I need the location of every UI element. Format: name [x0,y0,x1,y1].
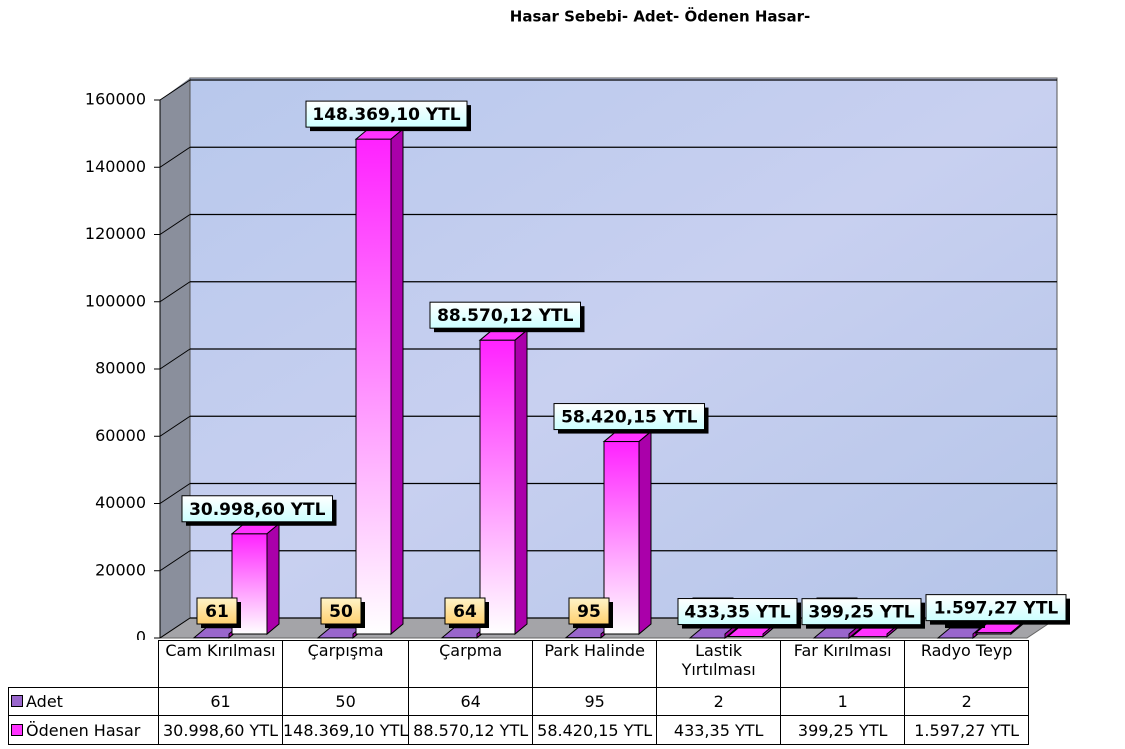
category-label: Çarpışma [281,640,410,688]
category-label: Lastik Yırtılması [656,640,782,688]
table-cell: 2 [656,687,782,716]
grid-line-side [159,415,191,437]
data-label: 61 [205,602,229,622]
y-tick-label: 100000 [85,291,146,310]
data-label: 433,35 YTL [684,603,790,623]
bar-side [514,329,528,636]
label-box [925,594,1067,622]
legend-key [11,695,23,707]
label-box [553,403,705,431]
data-label: 148.369,10 YTL [312,105,460,125]
category-label: Far Kırılması [780,640,906,688]
legend-label: Ödenen Hasar [26,720,141,740]
table-cell: 61 [158,687,283,716]
y-tick-label: 60000 [95,426,146,445]
bar-front [355,138,392,635]
label-box [181,495,333,523]
series-row: Ödenen Hasar 30.998,60 YTL 148.369,10 YTL 8… [8,715,1030,745]
label-box [305,100,468,128]
category-label: Radyo Teyp [904,640,1030,688]
data-label: 30.998,60 YTL [189,500,326,520]
label-box [568,597,610,625]
table-cell: 399,25 YTL [780,715,906,745]
bar-front [603,441,640,635]
label-box [677,598,798,626]
category-label: Cam Kırılması [158,640,283,688]
legend-key [11,723,23,736]
table-cell: 2 [904,687,1030,716]
table-cell: 433,35 YTL [656,715,782,745]
label-box [444,597,486,625]
data-label: 95 [577,602,601,622]
bar-side [390,128,404,636]
legend-entry: Ödenen Hasar [8,715,159,745]
table-cell: 95 [532,687,658,716]
chart: Hasar Sebebi- Adet- Ödenen Hasar- 0 20000… [85,7,1070,641]
table-cell: 50 [281,687,410,716]
table-cell: 1.597,27 YTL [904,715,1030,745]
y-tick-label: 0 [136,628,146,641]
y-tick-label: 140000 [85,157,146,176]
data-label: 88.570,12 YTL [437,306,574,326]
y-tick-label: 160000 [85,90,146,109]
y-tick-label: 20000 [95,560,146,579]
bar-side [638,430,652,636]
grid-line-side [159,348,191,370]
grid-line-side [159,483,191,504]
y-tick-label: 40000 [95,493,146,512]
bar-side [266,522,280,636]
data-label: 399,25 YTL [808,603,914,623]
data-label: 58.420,15 YTL [561,408,698,428]
table-cell: 1 [780,687,906,716]
header-row: Cam Kırılması Çarpışma Çarpma Park Halinde L… [9,640,1030,688]
grid-line-side [159,79,191,101]
corner [9,641,159,688]
bar-front [479,339,516,635]
grid-line-side [159,281,191,303]
table-cell: 58.420,15 YTL [532,715,658,745]
label-box [320,597,362,625]
series-row: Adet 61 50 64 95 2 1 2 [8,687,1030,716]
data-table: Cam Kırılması Çarpışma Çarpma Park Halinde L… [8,640,1030,745]
grid-line-side [159,214,191,235]
data-label: 1.597,27 YTL [934,599,1059,619]
chart-title: Hasar Sebebi- Adet- Ödenen Hasar- [510,7,810,26]
data-label: 64 [453,602,477,622]
category-label: Çarpma [408,640,534,688]
table-cell: 64 [408,687,534,716]
category-label: Park Halinde [532,640,658,688]
table-cell: 88.570,12 YTL [408,715,534,745]
label-box [196,597,238,625]
label-box [429,301,581,329]
label-box [801,598,922,626]
y-tick-label: 120000 [85,224,146,243]
grid-line-side [159,617,191,639]
y-tick-label: 80000 [95,359,146,378]
legend-label: Adet [26,692,63,711]
data-label: 50 [329,602,353,622]
legend-entry: Adet [8,687,159,716]
grid-line-side [159,146,191,168]
grid-line-side [159,550,191,572]
table-cell: 148.369,10 YTL [281,715,410,745]
table-cell: 30.998,60 YTL [158,715,283,745]
